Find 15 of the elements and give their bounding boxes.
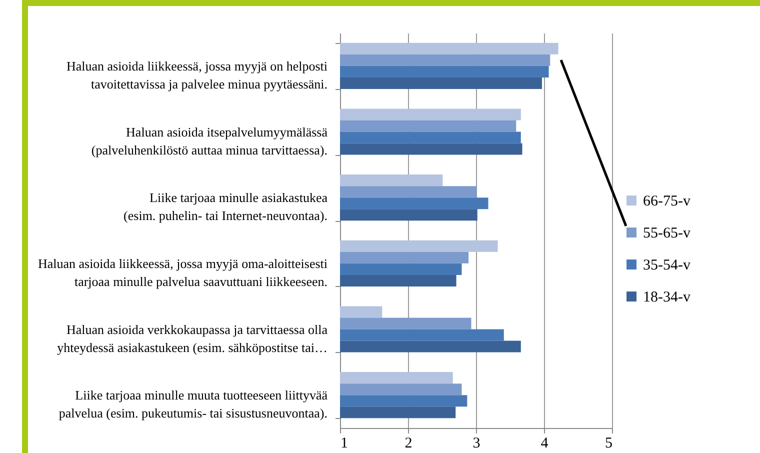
y-tick-label: Haluan asioida liikkeessä, jossa myyjä oma-aloitteisesti tarjoaa minulle palvelua saavuttuani liikkeeseen. <box>38 256 328 289</box>
y-tick-label: Haluan asioida verkkokaupassa ja tarvittaessa olla yhteydessä asiakastukeen (esim. sähköpostitse tai… <box>57 322 328 355</box>
x-tick-label: 5 <box>605 436 612 452</box>
x-tick-label: 3 <box>472 436 480 452</box>
legend-label: 55-65-v <box>643 226 691 242</box>
legend-label: 18-34-v <box>643 290 691 306</box>
y-tick-label: Liike tarjoaa minulle asiakastukea (esim. puhelin- tai Internet-neuvontaa). <box>124 190 328 224</box>
y-tick-label: Haluan asioida itsepalvelumyymälässä (palveluhenkilöstö auttaa minua tarvittaessa). <box>91 124 328 158</box>
legend-label: 66-75-v <box>643 194 691 210</box>
legend-label: 35-54-v <box>643 258 691 274</box>
x-tick-label: 4 <box>540 436 549 452</box>
x-tick-label: 1 <box>340 436 348 452</box>
y-tick-label: Haluan asioida liikkeessä, jossa myyjä on helposti tavoitettavissa ja palvelee minua pyytäessäni. <box>66 58 328 92</box>
x-tick-label: 2 <box>404 436 412 452</box>
y-tick-label: Liike tarjoaa minulle muuta tuotteeseen liittyvää palvelua (esim. pukeutumis- tai sisustusneuvontaa). <box>58 388 328 421</box>
